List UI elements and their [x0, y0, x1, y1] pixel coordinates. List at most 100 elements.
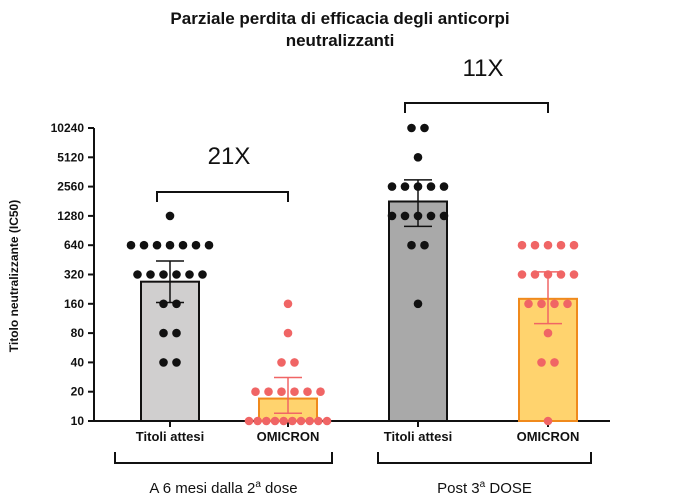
data-point — [191, 240, 201, 250]
data-point — [159, 270, 168, 279]
data-point — [303, 387, 312, 397]
data-point — [159, 358, 168, 367]
category-label: Titoli attesi — [384, 429, 452, 444]
data-point — [569, 240, 579, 250]
data-point — [270, 416, 280, 426]
data-point — [530, 270, 540, 279]
data-point — [290, 358, 299, 367]
chart-title: Parziale perdita di efficacia degli anti… — [170, 9, 509, 50]
data-point — [530, 240, 540, 250]
data-point — [314, 416, 323, 426]
fold-bracket — [404, 102, 549, 113]
y-tick-label: 10240 — [51, 121, 85, 135]
data-point — [165, 211, 175, 221]
data-point — [556, 240, 566, 250]
y-tick-label: 1280 — [57, 209, 84, 223]
data-point — [537, 299, 546, 309]
data-point — [400, 182, 410, 191]
group-labels: A 6 mesi dalla 2a dose Post 3a DOSE — [114, 452, 592, 497]
data-point — [517, 270, 527, 279]
data-point — [550, 358, 559, 367]
fold-bracket — [156, 191, 289, 202]
data-point — [439, 211, 449, 221]
data-point — [537, 358, 546, 367]
data-point — [316, 387, 325, 397]
data-point — [198, 270, 207, 279]
data-point — [413, 211, 423, 221]
data-point — [279, 416, 288, 426]
data-point — [387, 182, 397, 191]
y-tick-label: 160 — [64, 297, 84, 311]
data-point — [172, 270, 181, 279]
data-point — [126, 240, 136, 250]
data-point — [420, 240, 429, 250]
data-point — [172, 358, 181, 367]
y-tick-label: 20 — [71, 385, 85, 399]
data-point — [277, 387, 286, 397]
data-point — [543, 328, 553, 338]
data-point — [165, 240, 175, 250]
data-point — [543, 240, 553, 250]
data-point — [426, 211, 436, 221]
data-point — [139, 240, 149, 250]
data-point — [420, 123, 429, 133]
data-point — [253, 416, 262, 426]
data-point — [407, 123, 416, 133]
group-label: Post 3a DOSE — [437, 479, 532, 497]
data-point — [159, 328, 168, 338]
group-bracket — [114, 452, 333, 464]
data-point — [563, 299, 572, 309]
y-tick-label: 640 — [64, 238, 84, 252]
data-point — [400, 211, 410, 221]
chart-title-line: neutralizzanti — [286, 31, 395, 50]
data-point — [277, 358, 286, 367]
data-point — [387, 211, 397, 221]
data-point — [264, 387, 273, 397]
data-point — [133, 270, 142, 279]
y-axis-label: Titolo neutralizzante (IC50) — [7, 200, 21, 352]
data-point — [413, 182, 423, 191]
data-point — [524, 299, 533, 309]
error-bars — [156, 179, 562, 415]
category-label: OMICRON — [257, 429, 320, 444]
bar — [140, 280, 200, 422]
data-point — [251, 387, 260, 397]
data-point — [204, 240, 214, 250]
data-point — [290, 387, 299, 397]
data-point — [172, 328, 181, 338]
fold-label: 11X — [463, 55, 504, 82]
data-points — [126, 123, 579, 426]
data-point — [262, 416, 271, 426]
y-tick-label: 40 — [71, 355, 85, 369]
data-point — [305, 416, 314, 426]
data-point — [407, 240, 416, 250]
category-label: Titoli attesi — [136, 429, 204, 444]
fold-annotations: 21X 11X — [156, 55, 549, 202]
category-labels: Titoli attesi OMICRON Titoli attesi OMICRON — [136, 429, 580, 444]
y-tick-label: 5120 — [57, 150, 84, 164]
group-bracket — [377, 452, 592, 464]
data-point — [413, 299, 423, 309]
y-tick-label: 80 — [71, 326, 85, 340]
data-point — [413, 153, 423, 162]
data-point — [550, 299, 559, 309]
bars — [140, 200, 578, 422]
data-point — [426, 182, 436, 191]
y-tick-label: 320 — [64, 268, 84, 282]
data-point — [439, 182, 449, 191]
chart-title-line: Parziale perdita di efficacia degli anti… — [170, 9, 509, 28]
data-point — [517, 240, 527, 250]
fold-label: 21X — [208, 143, 251, 170]
data-point — [172, 299, 181, 309]
data-point — [283, 328, 293, 338]
data-point — [178, 240, 188, 250]
data-point — [152, 240, 162, 250]
category-label: OMICRON — [517, 429, 580, 444]
data-point — [244, 416, 254, 426]
data-point — [543, 270, 553, 279]
data-point — [159, 299, 168, 309]
data-point — [296, 416, 306, 426]
data-point — [569, 270, 579, 279]
data-point — [322, 416, 332, 426]
